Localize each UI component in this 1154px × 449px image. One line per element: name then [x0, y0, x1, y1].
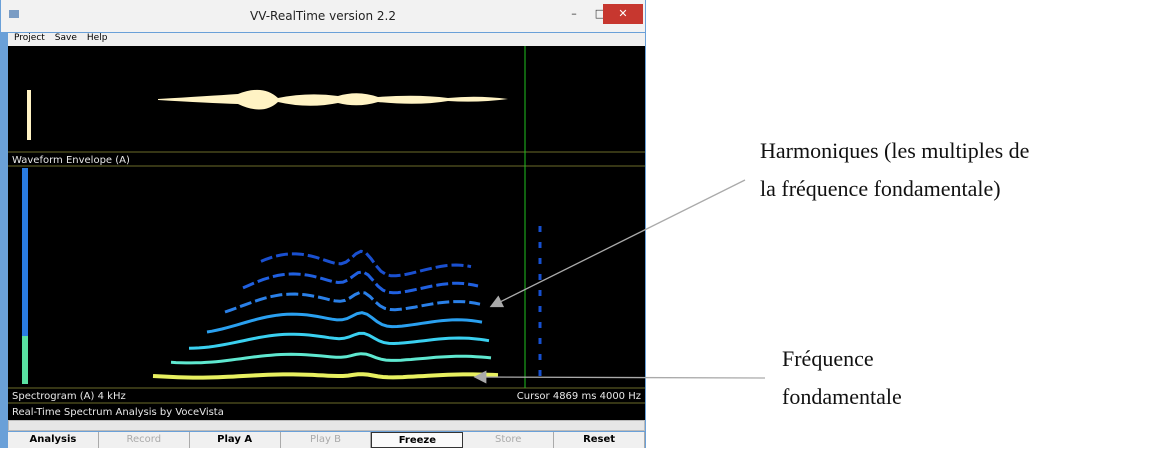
window-title: VV-RealTime version 2.2 [1, 9, 645, 23]
menu-item[interactable]: Save [55, 33, 77, 43]
waveform-label: Waveform Envelope (A) [12, 155, 130, 166]
menu-item[interactable]: Project [14, 33, 45, 43]
app-window: VV-RealTime version 2.2 – □ ✕ Project Sav… [0, 0, 646, 448]
analysis-view: Waveform Envelope (A) Spectrogram (A) 4 … [8, 46, 645, 420]
level-meter [27, 90, 31, 140]
menu-bar: Project Save Help [8, 33, 645, 46]
toolbar-button[interactable]: Analysis [8, 432, 99, 448]
spectrum-column [22, 336, 28, 384]
annotation-text: Harmoniques (les multiples de [760, 138, 1029, 164]
toolbar-button[interactable]: Store [463, 432, 554, 448]
minimize-button[interactable]: – [561, 4, 587, 24]
close-button[interactable]: ✕ [603, 4, 643, 24]
toolbar-button[interactable]: Record [99, 432, 190, 448]
toolbar-button[interactable]: Play A [190, 432, 281, 448]
toolbar-button[interactable]: Reset [554, 432, 645, 448]
annotation-text: Fréquence [782, 346, 874, 372]
page: VV-RealTime version 2.2 – □ ✕ Project Sav… [0, 0, 1154, 448]
title-bar: VV-RealTime version 2.2 – □ ✕ [1, 0, 645, 32]
toolbar-button[interactable]: Freeze [371, 432, 463, 448]
annotation-text: fondamentale [782, 384, 902, 410]
menu-item[interactable]: Help [87, 33, 108, 43]
scrollbar[interactable] [8, 420, 645, 431]
cursor-info: Cursor 4869 ms 4000 Hz [517, 391, 641, 402]
status-text: Real-Time Spectrum Analysis by VoceVista [12, 407, 224, 418]
toolbar-button[interactable]: Play B [281, 432, 372, 448]
annotation-text: la fréquence fondamentale) [760, 176, 1001, 202]
spectrogram-label: Spectrogram (A) 4 kHz [12, 391, 126, 402]
